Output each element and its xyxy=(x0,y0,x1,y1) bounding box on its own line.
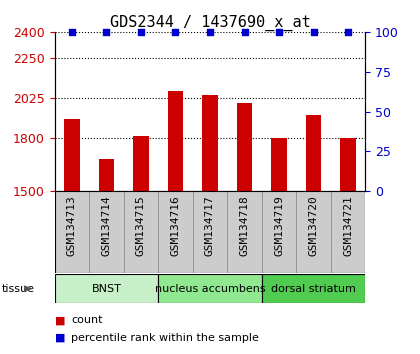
Bar xyxy=(168,91,183,191)
Bar xyxy=(64,119,80,191)
Text: GSM134713: GSM134713 xyxy=(67,195,77,256)
Bar xyxy=(55,274,158,303)
Bar xyxy=(55,191,89,273)
Text: GSM134715: GSM134715 xyxy=(136,195,146,256)
Title: GDS2344 / 1437690_x_at: GDS2344 / 1437690_x_at xyxy=(110,14,310,30)
Bar xyxy=(158,274,262,303)
Bar xyxy=(262,274,365,303)
Text: GSM134717: GSM134717 xyxy=(205,195,215,256)
Text: count: count xyxy=(71,315,103,325)
Text: ■: ■ xyxy=(55,315,65,325)
Point xyxy=(241,29,248,35)
Point xyxy=(345,29,352,35)
Bar xyxy=(193,191,227,273)
Text: BNST: BNST xyxy=(92,284,121,293)
Bar xyxy=(158,191,193,273)
Text: percentile rank within the sample: percentile rank within the sample xyxy=(71,333,259,343)
Bar xyxy=(99,159,114,191)
Text: GSM134721: GSM134721 xyxy=(343,195,353,256)
Point xyxy=(276,29,282,35)
Bar xyxy=(89,191,123,273)
Bar xyxy=(227,191,262,273)
Text: GSM134714: GSM134714 xyxy=(101,195,111,256)
Point xyxy=(310,29,317,35)
Bar xyxy=(340,138,356,191)
Bar xyxy=(331,191,365,273)
Point xyxy=(68,29,75,35)
Bar xyxy=(306,115,321,191)
Bar xyxy=(133,136,149,191)
Text: ■: ■ xyxy=(55,333,65,343)
Bar xyxy=(262,191,297,273)
Point xyxy=(103,29,110,35)
Point xyxy=(138,29,144,35)
Text: ►: ► xyxy=(24,282,34,295)
Bar xyxy=(237,103,252,191)
Bar xyxy=(202,95,218,191)
Point xyxy=(207,29,213,35)
Bar xyxy=(297,191,331,273)
Bar xyxy=(123,191,158,273)
Text: tissue: tissue xyxy=(2,284,35,293)
Point xyxy=(172,29,179,35)
Text: nucleus accumbens: nucleus accumbens xyxy=(155,284,265,293)
Text: GSM134719: GSM134719 xyxy=(274,195,284,256)
Text: GSM134716: GSM134716 xyxy=(171,195,181,256)
Text: dorsal striatum: dorsal striatum xyxy=(271,284,356,293)
Text: GSM134720: GSM134720 xyxy=(309,195,319,256)
Text: GSM134718: GSM134718 xyxy=(239,195,249,256)
Bar xyxy=(271,138,287,191)
